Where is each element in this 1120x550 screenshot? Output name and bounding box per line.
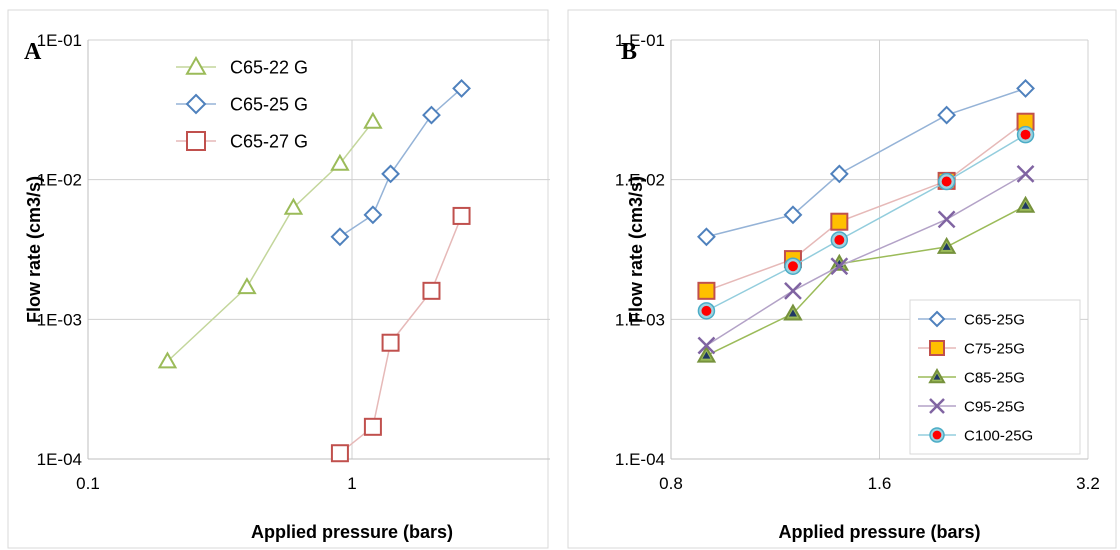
legend-item: C100-25G (918, 427, 1033, 444)
legend-item: C65-25 G (176, 93, 308, 115)
series-c65-22-g (157, 111, 383, 369)
data-point (157, 351, 178, 369)
data-point (381, 164, 400, 184)
chart-a-x-tick-label: 1 (347, 474, 356, 493)
legend-label: C65-27 G (230, 131, 308, 151)
data-point (363, 417, 382, 436)
chart-b-y-tick-label: 1.E-03 (615, 310, 665, 329)
series-c65-25g (697, 79, 1035, 247)
data-point (363, 111, 383, 129)
legend-item: C75-25G (918, 340, 1025, 357)
chart-b-y-tick-label: 1.E-01 (615, 31, 665, 50)
series-c65-27-g (330, 206, 471, 463)
data-point (330, 227, 350, 247)
data-point-stroke (830, 257, 849, 276)
data-point-center (1021, 201, 1030, 209)
data-point (830, 212, 849, 231)
chart-a-x-tick-label: 0.1 (76, 474, 100, 493)
data-point (697, 281, 716, 300)
legend-item: C95-25G (918, 398, 1025, 415)
chart-a-legend: C65-22 G C65-25 G C65-27 G (176, 55, 308, 151)
chart-b-x-tick-label: 0.8 (659, 474, 683, 493)
data-point (283, 197, 304, 215)
legend-label: C65-25G (964, 311, 1025, 328)
data-point-center (701, 305, 712, 316)
data-point (330, 444, 349, 463)
data-point (452, 206, 471, 225)
data-point (783, 205, 803, 225)
legend-label: C65-25 G (230, 94, 308, 114)
data-point (452, 79, 471, 98)
chart-panel-a: 1E-01 1E-02 1E-03 1E-04 0.1 1 Applied pressure… (0, 0, 550, 550)
data-point (1016, 79, 1035, 98)
data-point (829, 164, 849, 184)
legend-marker-stroke (929, 398, 945, 414)
data-point-stroke (937, 210, 956, 229)
data-point (363, 205, 383, 225)
data-point-center (788, 309, 797, 317)
data-point (422, 105, 441, 125)
chart-a-y-axis-title: Flow rate (cm3/s) (24, 176, 44, 323)
legend-marker (185, 93, 207, 115)
legend-marker (928, 310, 946, 328)
legend-marker (929, 340, 945, 356)
chart-b-y-axis-title: Flow rate (cm3/s) (626, 176, 646, 323)
chart-b-frame (567, 9, 1117, 549)
chart-b-x-axis-title: Applied pressure (bars) (778, 522, 980, 542)
data-point-center (834, 235, 845, 245)
legend-item: C85-25G (918, 367, 1025, 386)
data-point (422, 281, 441, 300)
chart-a-y-tick-label: 1E-02 (37, 171, 82, 190)
chart-a-y-tick-label: 1E-04 (37, 450, 82, 469)
chart-panel-b: 1.E-01 1.E-02 1.E-03 1.E-04 0.8 1.6 3.2 Applied… (566, 0, 1120, 550)
data-point-stroke (697, 336, 716, 355)
data-point (237, 277, 257, 295)
data-point-stroke (784, 281, 802, 300)
data-point-center (788, 261, 798, 272)
legend-marker-center (933, 373, 941, 380)
legend-label: C100-25G (964, 427, 1033, 444)
data-point (381, 333, 400, 352)
legend-label: C75-25G (964, 340, 1025, 357)
legend-item: C65-22 G (176, 55, 308, 77)
legend-marker (186, 131, 206, 151)
data-point-center (941, 176, 952, 187)
chart-a-panel-label: A (24, 39, 42, 65)
chart-a-x-axis-title: Applied pressure (bars) (251, 522, 453, 542)
series-c100-25g (697, 125, 1035, 320)
data-point-center (702, 351, 711, 359)
legend-marker-center (932, 430, 942, 440)
chart-a-frame (7, 9, 549, 549)
data-point (697, 227, 716, 247)
legend-label: C65-22 G (230, 57, 308, 77)
legend-label: C85-25G (964, 369, 1025, 386)
data-point-center (942, 242, 951, 250)
chart-a-y-tick-label: 1E-01 (37, 31, 82, 50)
legend-marker (185, 55, 207, 75)
chart-b-y-tick-label: 1.E-04 (615, 450, 665, 469)
chart-a-y-tick-label: 1E-03 (37, 310, 82, 329)
chart-b-legend: C65-25G C75-25G C85-25G C95-25G C100-25G (909, 299, 1081, 455)
legend-item: C65-25G (918, 310, 1025, 328)
series-c95-25g (697, 165, 1035, 355)
data-point (937, 105, 957, 125)
chart-b-x-tick-label: 1.6 (868, 474, 892, 493)
chart-b-y-tick-label: 1.E-02 (615, 171, 665, 190)
chart-a-svg: 1E-01 1E-02 1E-03 1E-04 0.1 1 Applied pressure… (7, 9, 550, 549)
chart-b-x-tick-label: 3.2 (1076, 474, 1100, 493)
legend-item: C65-27 G (176, 131, 308, 151)
data-point (330, 153, 350, 171)
chart-b-panel-label: B (621, 39, 637, 65)
legend-label: C95-25G (964, 398, 1025, 415)
series-c65-25-g (330, 79, 471, 247)
data-point-stroke (1016, 165, 1035, 183)
data-point-center (1020, 129, 1031, 140)
chart-b-svg: 1.E-01 1.E-02 1.E-03 1.E-04 0.8 1.6 3.2 Applied… (567, 9, 1117, 549)
